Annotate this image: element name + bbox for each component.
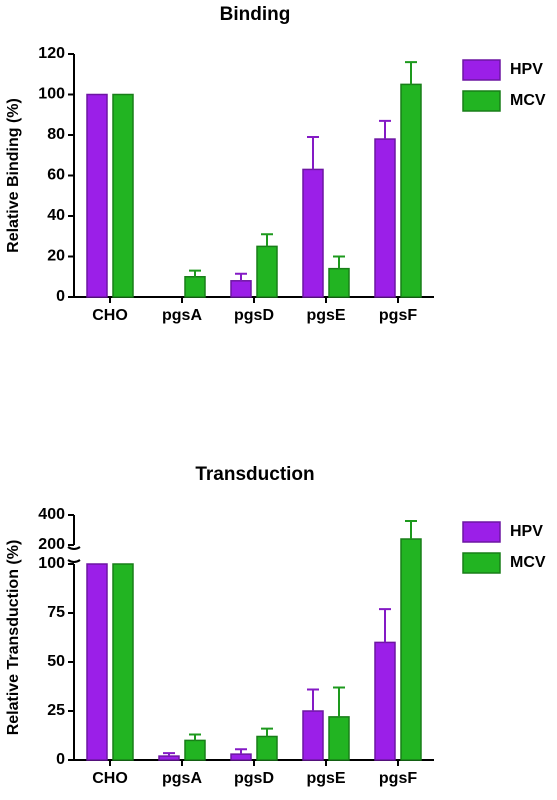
error-bar [189,733,201,741]
bar [302,168,324,298]
error-bar [163,752,175,757]
bar [400,538,422,761]
x-tick-label: pgsA [162,307,202,324]
y-tick-label: 80 [47,126,65,143]
bar [230,753,252,761]
error-bar [261,233,273,247]
bar [86,563,108,761]
chart-title: Transduction [195,464,314,485]
legend-swatch [462,59,501,81]
legend-swatch [462,552,501,574]
y-tick-label: 40 [47,207,65,224]
y-axis-label: Relative Transduction (%) [5,540,22,736]
bar [184,276,206,298]
error-bar [235,748,247,755]
bar [374,138,396,298]
x-tick-label: pgsE [306,307,345,324]
x-tick-label: pgsF [379,770,417,787]
bar [400,83,422,298]
legend-swatch [462,521,501,543]
bar [112,93,134,298]
error-bar [189,269,201,277]
y-tick-label: 0 [56,751,65,768]
chart-title: Binding [220,4,291,25]
y-tick-label: 75 [47,604,65,621]
bar [112,563,134,761]
error-bar [261,727,273,737]
x-tick-label: pgsD [234,770,274,787]
y-tick-label: 100 [38,86,65,103]
bar [328,716,350,761]
error-bar [333,686,345,717]
legend-label: MCV [510,554,546,571]
error-bar [379,119,391,140]
error-bar [307,136,319,170]
error-bar [307,688,319,711]
bar [230,280,252,298]
y-tick-label: 50 [47,653,65,670]
axis-gap [75,548,435,561]
axis-break [67,546,81,563]
bar [256,735,278,761]
bar [374,641,396,761]
x-tick-label: CHO [92,770,128,787]
error-bar [379,608,391,643]
x-tick-label: pgsF [379,307,417,324]
y-tick-label: 20 [47,248,65,265]
error-bar [333,255,345,269]
y-tick-label: 0 [56,288,65,305]
bar [86,93,108,298]
bar [184,739,206,761]
x-tick-label: pgsD [234,307,274,324]
y-tick-label: 25 [47,702,65,719]
legend-label: HPV [510,523,543,540]
x-tick-label: pgsE [306,770,345,787]
legend-label: HPV [510,61,543,78]
bar [302,710,324,761]
x-tick-label: CHO [92,307,128,324]
bar [256,245,278,298]
error-bar [405,61,417,85]
error-bar [235,272,247,281]
x-tick-label: pgsA [162,770,202,787]
bar [158,755,180,761]
legend-swatch [462,90,501,112]
legend-label: MCV [510,92,546,109]
y-tick-label: 120 [38,45,65,62]
y-axis-label: Relative Binding (%) [5,98,22,253]
y-tick-label: 100 [38,555,65,572]
y-tick-label: 200 [38,536,65,553]
y-tick-label: 60 [47,167,65,184]
error-bar [405,520,417,539]
y-tick-label: 400 [38,506,65,523]
bar [328,267,350,298]
